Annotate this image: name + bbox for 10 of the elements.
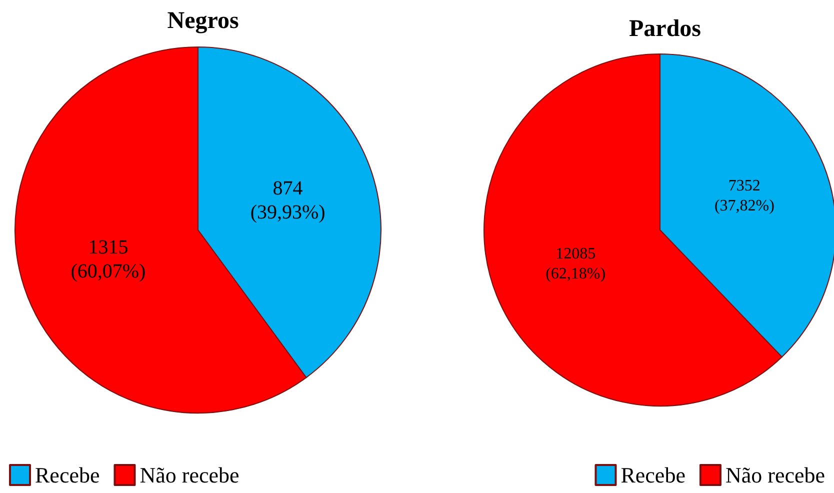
data-label: 874 (39,93%)	[250, 178, 326, 224]
legend-label: Não recebe	[140, 462, 240, 488]
chart-title: Pardos	[629, 16, 701, 42]
data-label: 12085 (62,18%)	[546, 245, 606, 282]
data-label: 1315 (60,07%)	[70, 236, 146, 282]
legend-label: Não recebe	[725, 462, 826, 488]
legend-label: Recebe	[35, 462, 100, 488]
legend-label: Recebe	[620, 462, 686, 488]
data-label: 7352 (37,82%)	[714, 178, 774, 215]
chart-title: Negros	[167, 8, 239, 34]
